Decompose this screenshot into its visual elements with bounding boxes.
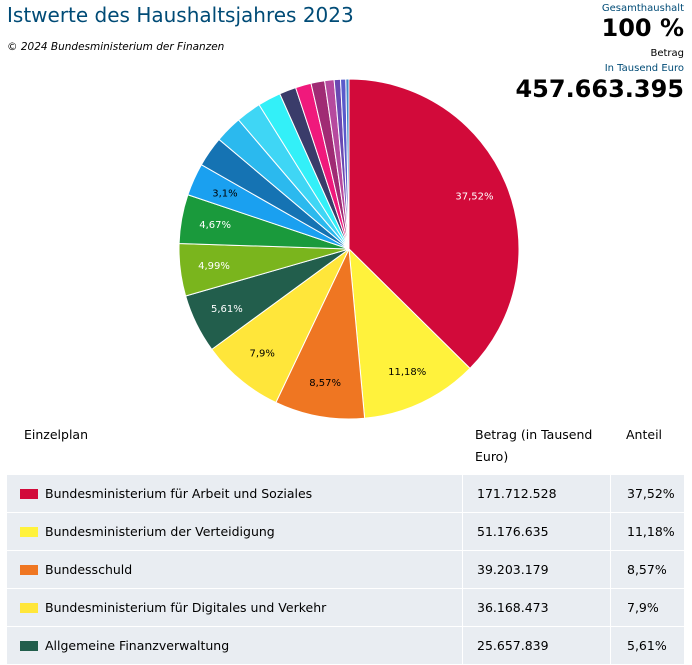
header-betrag: Betrag (in Tausend Euro) [475,427,593,464]
table-row[interactable]: Bundesministerium für Digitales und Verk… [7,589,684,627]
pie-slice[interactable] [348,78,520,370]
color-swatch [20,565,38,575]
row-share: 7,9% [610,589,685,626]
header-anteil: Anteil [626,427,663,442]
budget-table: Bundesministerium für Arbeit und Soziale… [7,475,684,665]
row-value: 51.176.635 [462,513,611,550]
row-share: 11,18% [610,513,685,550]
color-swatch [20,527,38,537]
slice-label: 3,1% [212,188,237,199]
table-row[interactable]: Bundesschuld 39.203.179 8,57% [7,551,684,589]
row-name: Bundesministerium für Digitales und Verk… [45,600,327,615]
pie-chart: 37,52% 11,18% 8,57% 7,9% 5,61% 4,99% 4,67% 3,1% [178,78,520,420]
pie-slice[interactable] [275,247,366,420]
table-header: Einzelplan Betrag (in Tausend Euro) Ante… [0,420,692,475]
copyright-note: © 2024 Bundesministerium der Finanzen [7,41,225,53]
unit-label: In Tausend Euro [604,63,684,74]
row-value: 39.203.179 [462,551,611,588]
gesamthaushalt-percent: 100 % [601,14,685,42]
total-summary: Gesamthaushalt 100 % Betrag In Tausend E… [515,0,684,104]
color-swatch [20,489,38,499]
color-swatch [20,603,38,613]
total-amount: 457.663.395 [515,75,684,103]
pie-slice[interactable] [345,78,350,250]
slice-label: 11,18% [388,367,426,378]
slice-label: 4,99% [198,261,230,272]
color-swatch [20,641,38,651]
row-name: Bundesministerium für Arbeit und Soziale… [45,486,313,501]
betrag-label: Betrag [650,48,684,59]
row-name: Bundesschuld [45,562,133,577]
slice-label: 7,9% [250,349,275,360]
table-row[interactable]: Bundesministerium für Arbeit und Soziale… [7,475,684,513]
row-name: Bundesministerium der Verteidigung [45,524,275,539]
row-value: 36.168.473 [462,589,611,626]
row-value: 171.712.528 [462,475,611,512]
slice-label: 8,57% [309,378,341,389]
gesamthaushalt-label: Gesamthaushalt [601,3,684,14]
table-row[interactable]: Allgemeine Finanzverwaltung 25.657.839 5… [7,627,684,665]
pie-slice[interactable] [348,247,471,419]
row-share: 37,52% [610,475,685,512]
slice-label: 4,67% [199,220,231,231]
slice-label: 5,61% [211,304,243,315]
row-share: 8,57% [610,551,685,588]
table-row[interactable]: Bundesministerium der Verteidigung 51.17… [7,513,684,551]
page-title: Istwerte des Haushaltsjahres 2023 [7,3,354,27]
slice-label: 37,52% [455,192,493,203]
header-einzelplan: Einzelplan [24,427,89,442]
